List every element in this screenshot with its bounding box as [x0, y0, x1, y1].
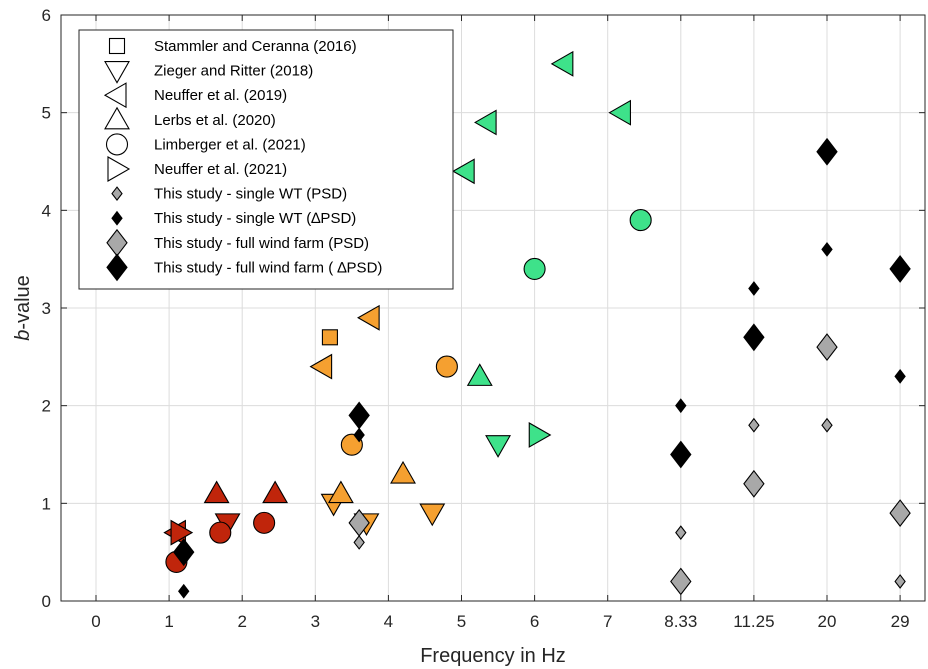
legend-label: Neuffer et al. (2021) — [154, 161, 287, 178]
data-point-diamond-small — [675, 398, 687, 414]
legend-marker — [111, 210, 123, 226]
data-point-square — [321, 329, 338, 346]
data-point-circle — [253, 511, 276, 534]
data-point-diamond-small — [894, 574, 906, 589]
data-point-triangle-right — [170, 519, 194, 546]
legend-label: Lerbs et al. (2020) — [154, 112, 276, 129]
legend-label: This study - full wind farm ( ∆PSD) — [154, 259, 382, 276]
data-point-triangle-left — [608, 99, 631, 126]
data-point-diamond-large — [348, 401, 370, 430]
data-point-diamond-small — [821, 241, 833, 257]
x-tick-label: 29 — [891, 612, 910, 631]
x-axis-ticks: 0 1 2 3 4 5 6 7 8.33 11.25 20 29 — [91, 15, 910, 631]
y-tick-label: 1 — [42, 494, 51, 513]
legend-label: Limberger et al. (2021) — [154, 136, 306, 153]
data-point-triangle-left — [452, 158, 475, 185]
y-tick-label: 6 — [42, 6, 51, 25]
x-axis-label: Frequency in Hz — [420, 645, 566, 667]
data-point-triangle-up — [262, 480, 289, 504]
data-point-triangle-up — [203, 480, 230, 504]
data-point-triangle-up — [466, 363, 493, 386]
data-point-triangle-left — [550, 50, 574, 77]
x-tick-label: 7 — [603, 612, 612, 631]
legend-label: Neuffer et al. (2019) — [154, 87, 287, 104]
data-point-diamond-large — [889, 499, 911, 528]
y-tick-label: 2 — [42, 397, 51, 416]
y-tick-label: 5 — [42, 104, 51, 123]
data-point-circle — [629, 209, 652, 232]
y-tick-label: 0 — [42, 592, 51, 611]
data-point-diamond-large — [743, 323, 765, 352]
data-point-diamond-small — [748, 417, 760, 433]
data-point-diamond-small — [353, 427, 365, 443]
data-point-diamond-large — [348, 508, 370, 537]
data-point-triangle-down — [485, 435, 511, 458]
legend-label: This study - single WT (PSD) — [154, 186, 347, 203]
data-point-triangle-left — [473, 109, 497, 136]
data-point-diamond-large — [173, 538, 195, 567]
legend-box — [78, 29, 454, 290]
data-point-diamond-small — [675, 525, 687, 541]
legend-label: Stammler and Ceranna (2016) — [154, 38, 357, 55]
legend-label: Zieger and Ritter (2018) — [154, 63, 313, 80]
plot-frame — [60, 14, 926, 602]
legend-marker — [103, 82, 127, 109]
x-tick-label: 5 — [457, 612, 466, 631]
data-point-diamond-small — [894, 368, 906, 384]
x-tick-label: 4 — [384, 612, 393, 631]
x-tick-label: 20 — [818, 612, 837, 631]
legend-marker — [111, 186, 123, 202]
legend-marker — [104, 106, 130, 130]
x-tick-label: 2 — [237, 612, 246, 631]
x-tick-label: 3 — [311, 612, 320, 631]
legend-label: This study - full wind farm (PSD) — [154, 235, 369, 252]
x-tick-label: 1 — [164, 612, 173, 631]
data-point-triangle-right — [528, 422, 552, 448]
legend-marker — [107, 156, 131, 182]
data-point-diamond-small — [178, 583, 190, 599]
data-point-diamond-large — [670, 440, 692, 469]
data-point-diamond-small — [353, 534, 365, 550]
y-axis-label: b-value — [12, 275, 34, 341]
data-point-diamond-large — [889, 255, 911, 283]
data-point-diamond-large — [816, 333, 838, 361]
y-tick-label: 3 — [42, 299, 51, 318]
data-point-triangle-left — [309, 353, 333, 380]
x-tick-label: 0 — [91, 612, 100, 631]
y-tick-label: 4 — [42, 201, 51, 220]
data-point-diamond-large — [816, 137, 838, 166]
data-point-circle — [523, 257, 546, 280]
data-point-triangle-down — [419, 503, 446, 527]
legend-label: This study - single WT (∆PSD) — [154, 210, 356, 227]
data-point-triangle-left — [357, 304, 380, 331]
legend: Stammler and Ceranna (2016) Zieger and Ri… — [78, 29, 454, 290]
y-axis-label-rest: -value — [12, 275, 34, 329]
data-points — [163, 50, 911, 599]
x-tick-label: 11.25 — [733, 612, 774, 631]
x-tick-label: 8.33 — [664, 612, 697, 631]
data-point-circle — [209, 521, 232, 544]
legend-marker — [104, 61, 130, 84]
data-point-diamond-small — [748, 281, 760, 296]
x-tick-label: 6 — [530, 612, 539, 631]
legend-marker — [105, 133, 129, 156]
data-point-diamond-large — [743, 469, 765, 498]
data-point-diamond-small — [821, 417, 833, 433]
data-point-triangle-up — [327, 480, 354, 504]
legend-marker — [108, 37, 126, 55]
legend-marker — [106, 253, 128, 282]
data-point-diamond-large — [670, 567, 692, 596]
data-point-circle — [435, 355, 458, 378]
y-axis-label-italic: b — [12, 330, 34, 341]
data-point-triangle-up — [390, 460, 416, 484]
